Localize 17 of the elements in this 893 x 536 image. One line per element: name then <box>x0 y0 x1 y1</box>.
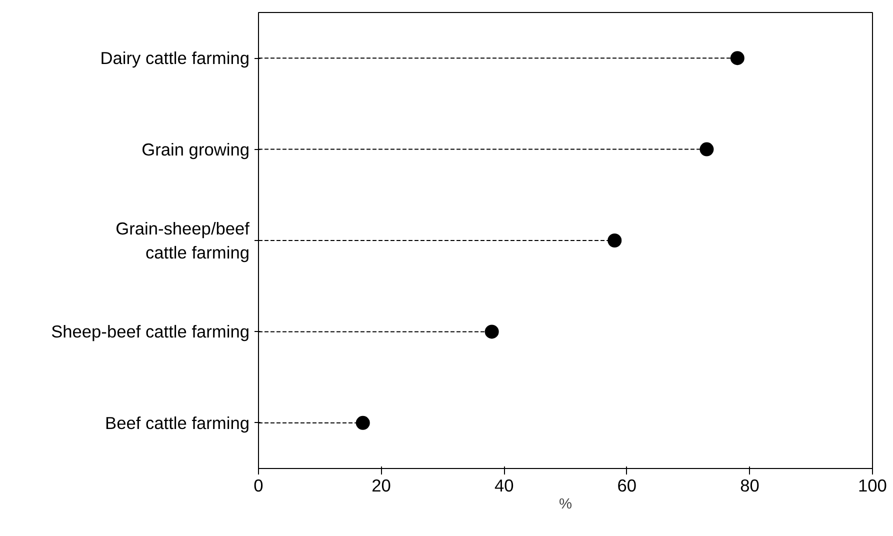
x-tick-label: 0 <box>254 476 264 496</box>
y-tick-label: Dairy cattle farming <box>100 48 250 68</box>
x-tick-label: 100 <box>858 476 887 496</box>
y-tick-label: Sheep-beef cattle farming <box>51 322 250 342</box>
point <box>700 142 714 156</box>
x-axis-title: % <box>558 496 572 512</box>
y-tick-label: Grain-sheep/beef cattle farming <box>116 218 250 262</box>
x-tick-label: 40 <box>494 476 514 496</box>
point <box>608 234 622 248</box>
y-tick-label: Beef cattle farming <box>105 412 250 433</box>
point <box>356 416 370 430</box>
x-tick-label: 80 <box>740 476 760 496</box>
x-tick-label: 60 <box>617 476 637 496</box>
point <box>484 324 499 339</box>
point <box>730 51 744 66</box>
x-tick-label: 20 <box>372 476 391 496</box>
y-tick-label: Grain growing <box>142 139 250 160</box>
